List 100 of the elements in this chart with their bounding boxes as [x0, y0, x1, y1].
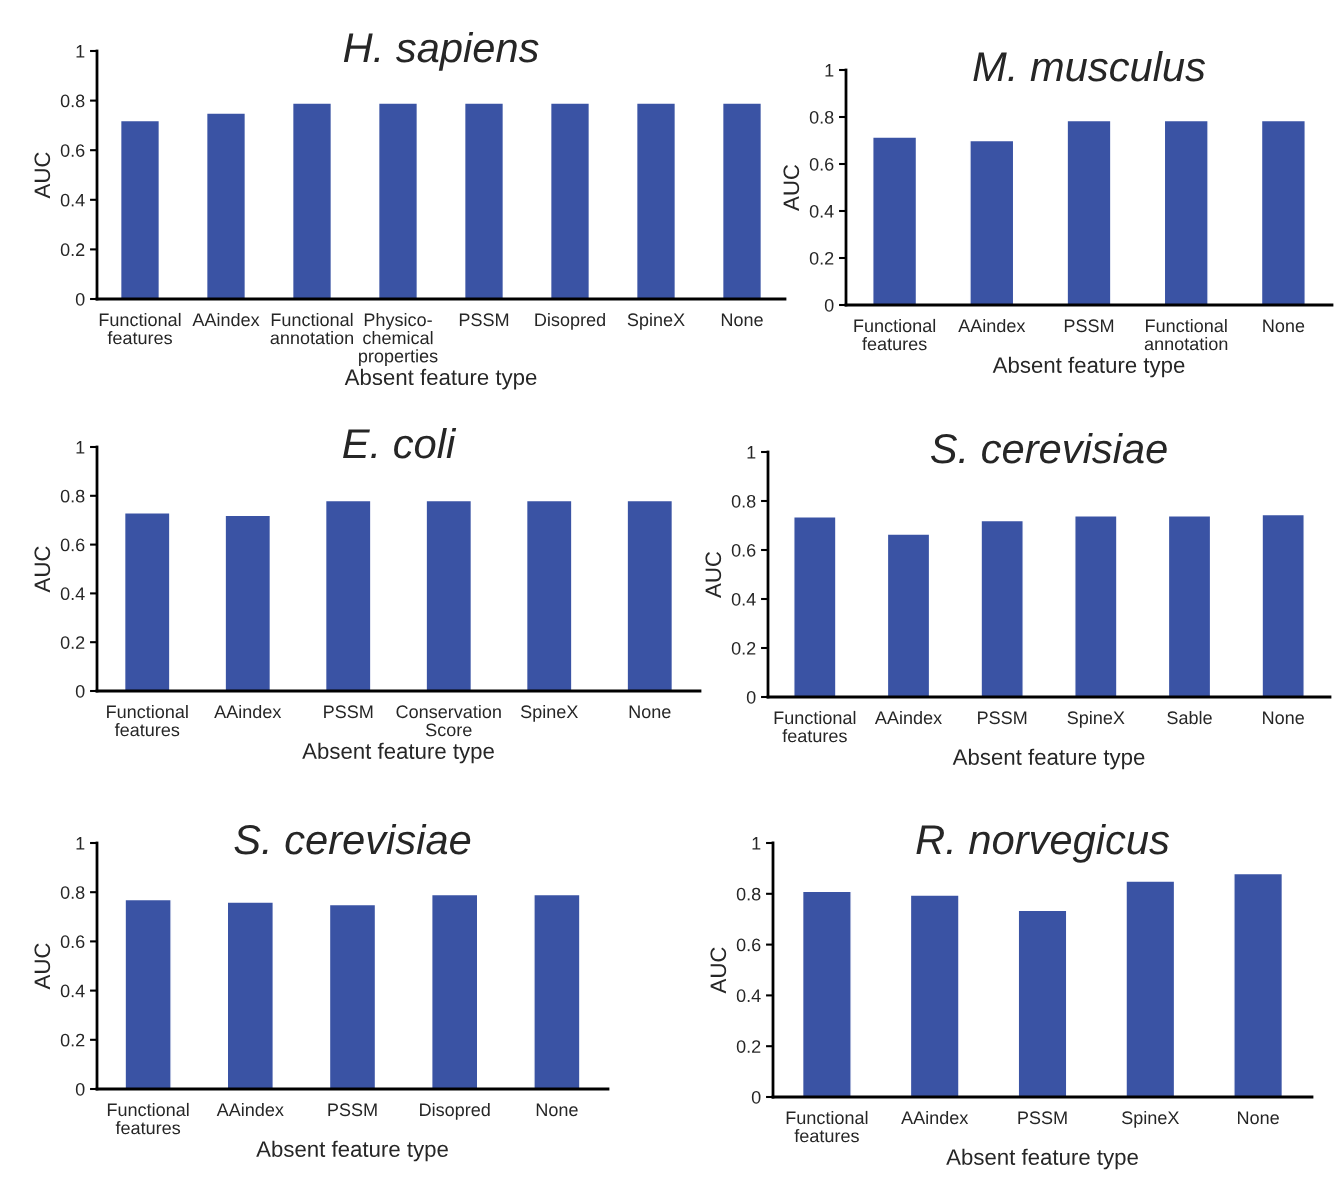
bar — [1125, 880, 1176, 1097]
y-tick-label: 0.8 — [60, 886, 85, 899]
x-tick-label: AAindex — [874, 710, 942, 725]
x-tick-label: Sable — [1167, 710, 1212, 725]
x-tick-label: Disopred — [535, 312, 605, 330]
x-tick-label: None — [721, 313, 763, 327]
y-axis-title: AUC — [34, 546, 51, 593]
y-tick-label: 1 — [825, 64, 834, 77]
bar — [1167, 515, 1212, 697]
y-tick-label: 0 — [824, 298, 834, 312]
x-axis-title: Absent feature type — [302, 742, 494, 764]
x-tick-label: SpineX — [627, 312, 685, 330]
bar — [1017, 909, 1068, 1097]
y-tick-label: 0.4 — [809, 204, 834, 218]
chart-title: S. cerevisiae — [930, 432, 1167, 464]
x-tick-label: PSSM — [459, 313, 509, 327]
y-tick-label: 0.2 — [809, 251, 834, 265]
chart-title: S. cerevisiae — [234, 823, 471, 855]
y-axis-title: AUC — [34, 152, 51, 199]
y-tick-label: 0.8 — [60, 94, 85, 108]
y-tick-label: 0.8 — [736, 887, 761, 901]
y-tick-label: 0.6 — [731, 543, 756, 557]
y-tick-label: 0.4 — [60, 984, 85, 998]
y-tick-label: 0.2 — [60, 1033, 85, 1047]
chart-title: E. coli — [343, 427, 457, 459]
bar — [801, 890, 852, 1097]
chart-title: M. musculus — [973, 50, 1206, 82]
y-tick-label: 0.8 — [60, 489, 85, 503]
x-tick-label: PSSM — [1064, 319, 1114, 333]
bar — [1260, 119, 1306, 305]
y-tick-label: 0.4 — [60, 193, 85, 207]
y-tick-label: 0 — [75, 292, 85, 306]
y-tick-label: 1 — [76, 45, 85, 58]
x-axis-title: Absent feature type — [344, 368, 537, 390]
x-tick-label: PSSM — [978, 711, 1027, 725]
x-tick-label: Functional features — [854, 318, 936, 351]
x-tick-label: None — [1263, 711, 1304, 725]
x-axis-title: Absent feature type — [256, 1140, 448, 1162]
x-axis-title: Absent feature type — [952, 748, 1145, 770]
y-tick-label: 0 — [751, 1090, 761, 1104]
bar — [909, 894, 960, 1097]
x-tick-label: PSSM — [328, 1103, 377, 1117]
x-tick-label: AAindex — [214, 704, 282, 719]
y-tick-label: 1 — [76, 441, 85, 454]
y-tick-label: 1 — [752, 837, 761, 850]
x-tick-label: Conservation Score — [396, 704, 501, 737]
y-tick-label: 0.2 — [731, 641, 756, 655]
y-tick-label: 0.6 — [60, 538, 85, 552]
bar — [969, 139, 1015, 305]
bar — [463, 102, 505, 299]
bar — [886, 533, 931, 697]
x-axis-title: Absent feature type — [946, 1148, 1138, 1170]
y-tick-label: 0.8 — [809, 110, 834, 124]
bar — [1074, 515, 1118, 697]
x-tick-label: PSSM — [324, 705, 373, 719]
x-tick-label: Functional features — [107, 1102, 189, 1135]
y-tick-label: 0.6 — [60, 144, 85, 157]
bar — [291, 102, 333, 299]
y-tick-label: 0 — [75, 684, 85, 698]
y-tick-label: 0.6 — [736, 938, 761, 952]
x-tick-label: None — [629, 705, 671, 719]
bar — [1233, 872, 1284, 1097]
x-tick-label: None — [1238, 1111, 1279, 1125]
x-tick-label: None — [536, 1103, 578, 1117]
y-tick-label: 0.4 — [60, 587, 85, 601]
bar — [205, 112, 247, 299]
x-tick-label: AAindex — [901, 1110, 969, 1125]
x-tick-label: SpineX — [520, 704, 578, 722]
y-tick-label: 0.2 — [736, 1040, 761, 1053]
y-axis-title: AUC — [34, 943, 51, 990]
bar — [1163, 119, 1209, 305]
x-tick-label: Functional annotation — [1144, 318, 1228, 351]
x-tick-label: Functional features — [774, 710, 856, 743]
bar — [721, 102, 763, 299]
x-tick-label: AAindex — [192, 312, 260, 327]
x-tick-label: PSSM — [1018, 1111, 1067, 1125]
chart-title: R. norvegicus — [916, 823, 1170, 863]
bar — [1066, 119, 1112, 305]
y-tick-label: 0.6 — [809, 157, 834, 171]
y-tick-label: 0.4 — [731, 592, 756, 606]
x-tick-label: AAindex — [216, 1102, 284, 1117]
bar — [872, 136, 918, 305]
x-tick-label: Disopred — [420, 1102, 490, 1120]
bar — [980, 519, 1024, 697]
x-tick-label: Functional features — [786, 1110, 868, 1143]
chart-title: H. sapiens — [343, 31, 539, 71]
bar — [549, 102, 591, 299]
x-tick-label: None — [1263, 319, 1305, 333]
y-tick-label: 1 — [76, 837, 85, 850]
bar — [1261, 513, 1305, 697]
y-tick-label: 0.2 — [60, 636, 85, 649]
x-tick-label: SpineX — [1122, 1110, 1180, 1128]
bar — [635, 102, 677, 299]
y-tick-label: 0 — [746, 690, 756, 704]
y-tick-label: 0 — [75, 1082, 85, 1096]
y-tick-label: 0.4 — [736, 989, 761, 1003]
x-tick-label: AAindex — [958, 318, 1026, 333]
bar — [793, 516, 837, 697]
y-axis-title: AUC — [705, 551, 722, 598]
x-tick-label: Functional features — [99, 312, 181, 345]
